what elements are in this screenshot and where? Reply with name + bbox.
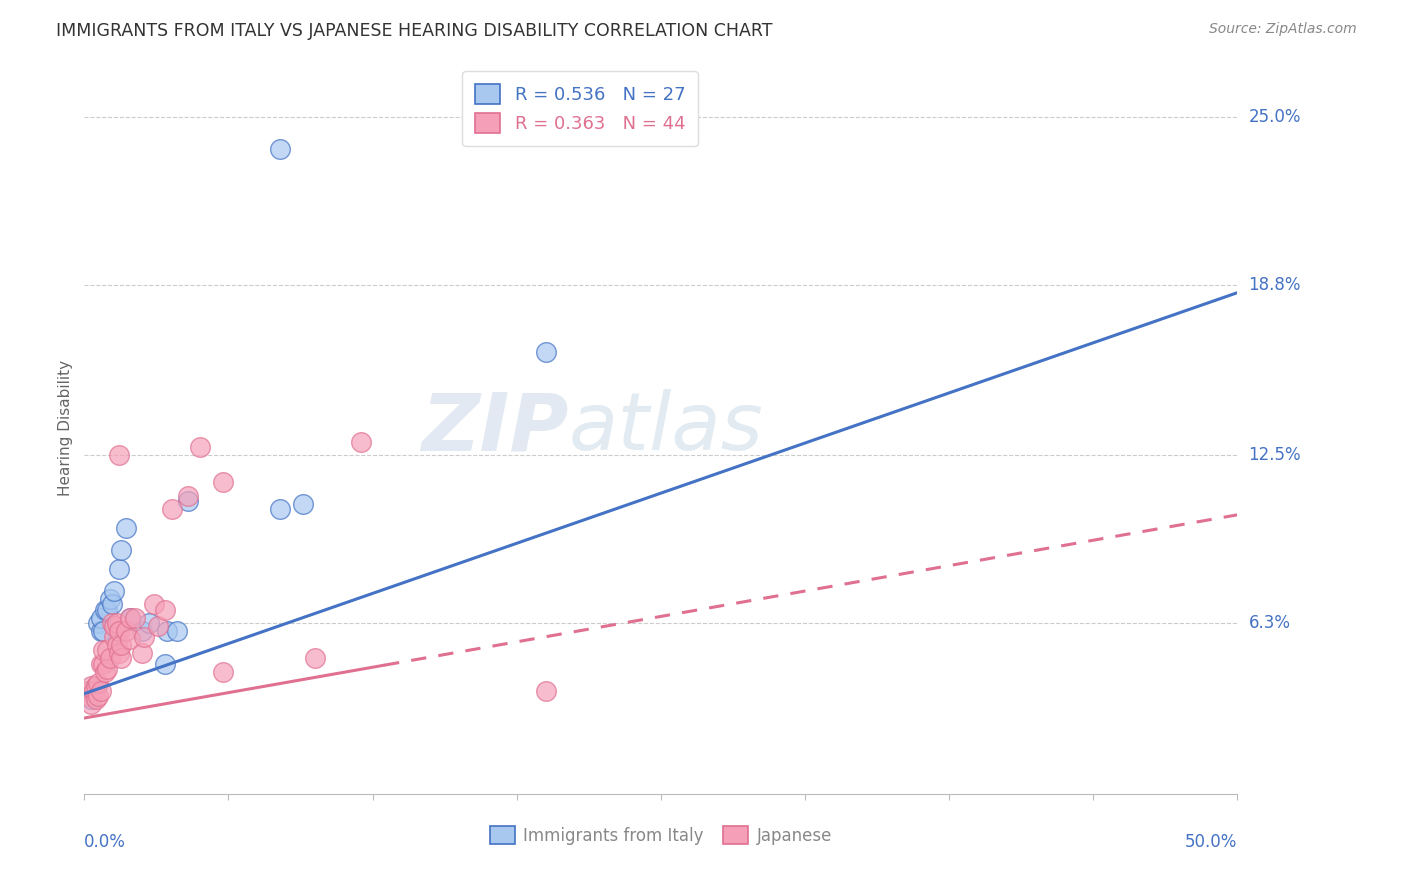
- Point: [87, 616, 110, 631]
- Point: [94, 665, 117, 679]
- Point: [142, 597, 165, 611]
- Point: [166, 624, 188, 639]
- Point: [101, 597, 124, 611]
- Point: [177, 489, 200, 503]
- Point: [80, 698, 103, 712]
- Point: [131, 624, 153, 639]
- Text: Source: ZipAtlas.com: Source: ZipAtlas.com: [1209, 22, 1357, 37]
- Point: [103, 619, 125, 633]
- Point: [131, 646, 153, 660]
- Point: [110, 543, 132, 558]
- Text: 0.0%: 0.0%: [84, 833, 127, 851]
- Point: [156, 624, 179, 639]
- Point: [153, 657, 176, 671]
- Text: IMMIGRANTS FROM ITALY VS JAPANESE HEARING DISABILITY CORRELATION CHART: IMMIGRANTS FROM ITALY VS JAPANESE HEARIN…: [56, 22, 773, 40]
- Point: [96, 662, 118, 676]
- Point: [80, 679, 103, 693]
- Point: [101, 616, 124, 631]
- Point: [76, 684, 98, 698]
- Point: [108, 624, 131, 639]
- Point: [87, 690, 110, 704]
- Point: [91, 657, 114, 671]
- Point: [89, 684, 111, 698]
- Point: [103, 630, 125, 644]
- Y-axis label: Hearing Disability: Hearing Disability: [58, 360, 73, 496]
- Point: [98, 591, 121, 606]
- Point: [534, 345, 557, 359]
- Point: [84, 679, 107, 693]
- Point: [84, 692, 107, 706]
- Point: [94, 602, 117, 616]
- Point: [138, 616, 160, 631]
- Point: [77, 684, 100, 698]
- Text: 6.3%: 6.3%: [1249, 615, 1291, 632]
- Point: [105, 616, 128, 631]
- Point: [108, 646, 131, 660]
- Point: [115, 521, 138, 535]
- Text: ZIP: ZIP: [422, 389, 568, 467]
- Point: [89, 624, 111, 639]
- Point: [103, 583, 125, 598]
- Point: [160, 502, 183, 516]
- Point: [91, 643, 114, 657]
- Point: [89, 611, 111, 625]
- Point: [110, 651, 132, 665]
- Point: [304, 651, 326, 665]
- Point: [269, 502, 291, 516]
- Point: [83, 684, 105, 698]
- Point: [120, 611, 142, 625]
- Point: [98, 651, 121, 665]
- Point: [83, 684, 105, 698]
- Point: [177, 494, 200, 508]
- Point: [146, 619, 169, 633]
- Point: [292, 497, 315, 511]
- Text: 25.0%: 25.0%: [1249, 108, 1301, 126]
- Point: [211, 475, 233, 490]
- Text: 50.0%: 50.0%: [1185, 833, 1237, 851]
- Point: [124, 611, 146, 625]
- Point: [211, 665, 233, 679]
- Point: [105, 638, 128, 652]
- Point: [77, 690, 100, 704]
- Point: [153, 602, 176, 616]
- Point: [89, 657, 111, 671]
- Text: atlas: atlas: [568, 389, 763, 467]
- Point: [120, 632, 142, 647]
- Point: [534, 684, 557, 698]
- Point: [269, 142, 291, 156]
- Point: [108, 562, 131, 576]
- Point: [350, 434, 373, 449]
- Point: [80, 692, 103, 706]
- Point: [96, 643, 118, 657]
- Text: 12.5%: 12.5%: [1249, 446, 1301, 464]
- Point: [110, 638, 132, 652]
- Point: [115, 624, 138, 639]
- Point: [91, 624, 114, 639]
- Point: [134, 630, 156, 644]
- Point: [108, 448, 131, 462]
- Legend: Immigrants from Italy, Japanese: Immigrants from Italy, Japanese: [482, 820, 839, 851]
- Point: [120, 611, 142, 625]
- Point: [188, 440, 211, 454]
- Point: [96, 602, 118, 616]
- Point: [84, 679, 107, 693]
- Text: 18.8%: 18.8%: [1249, 276, 1301, 293]
- Point: [87, 675, 110, 690]
